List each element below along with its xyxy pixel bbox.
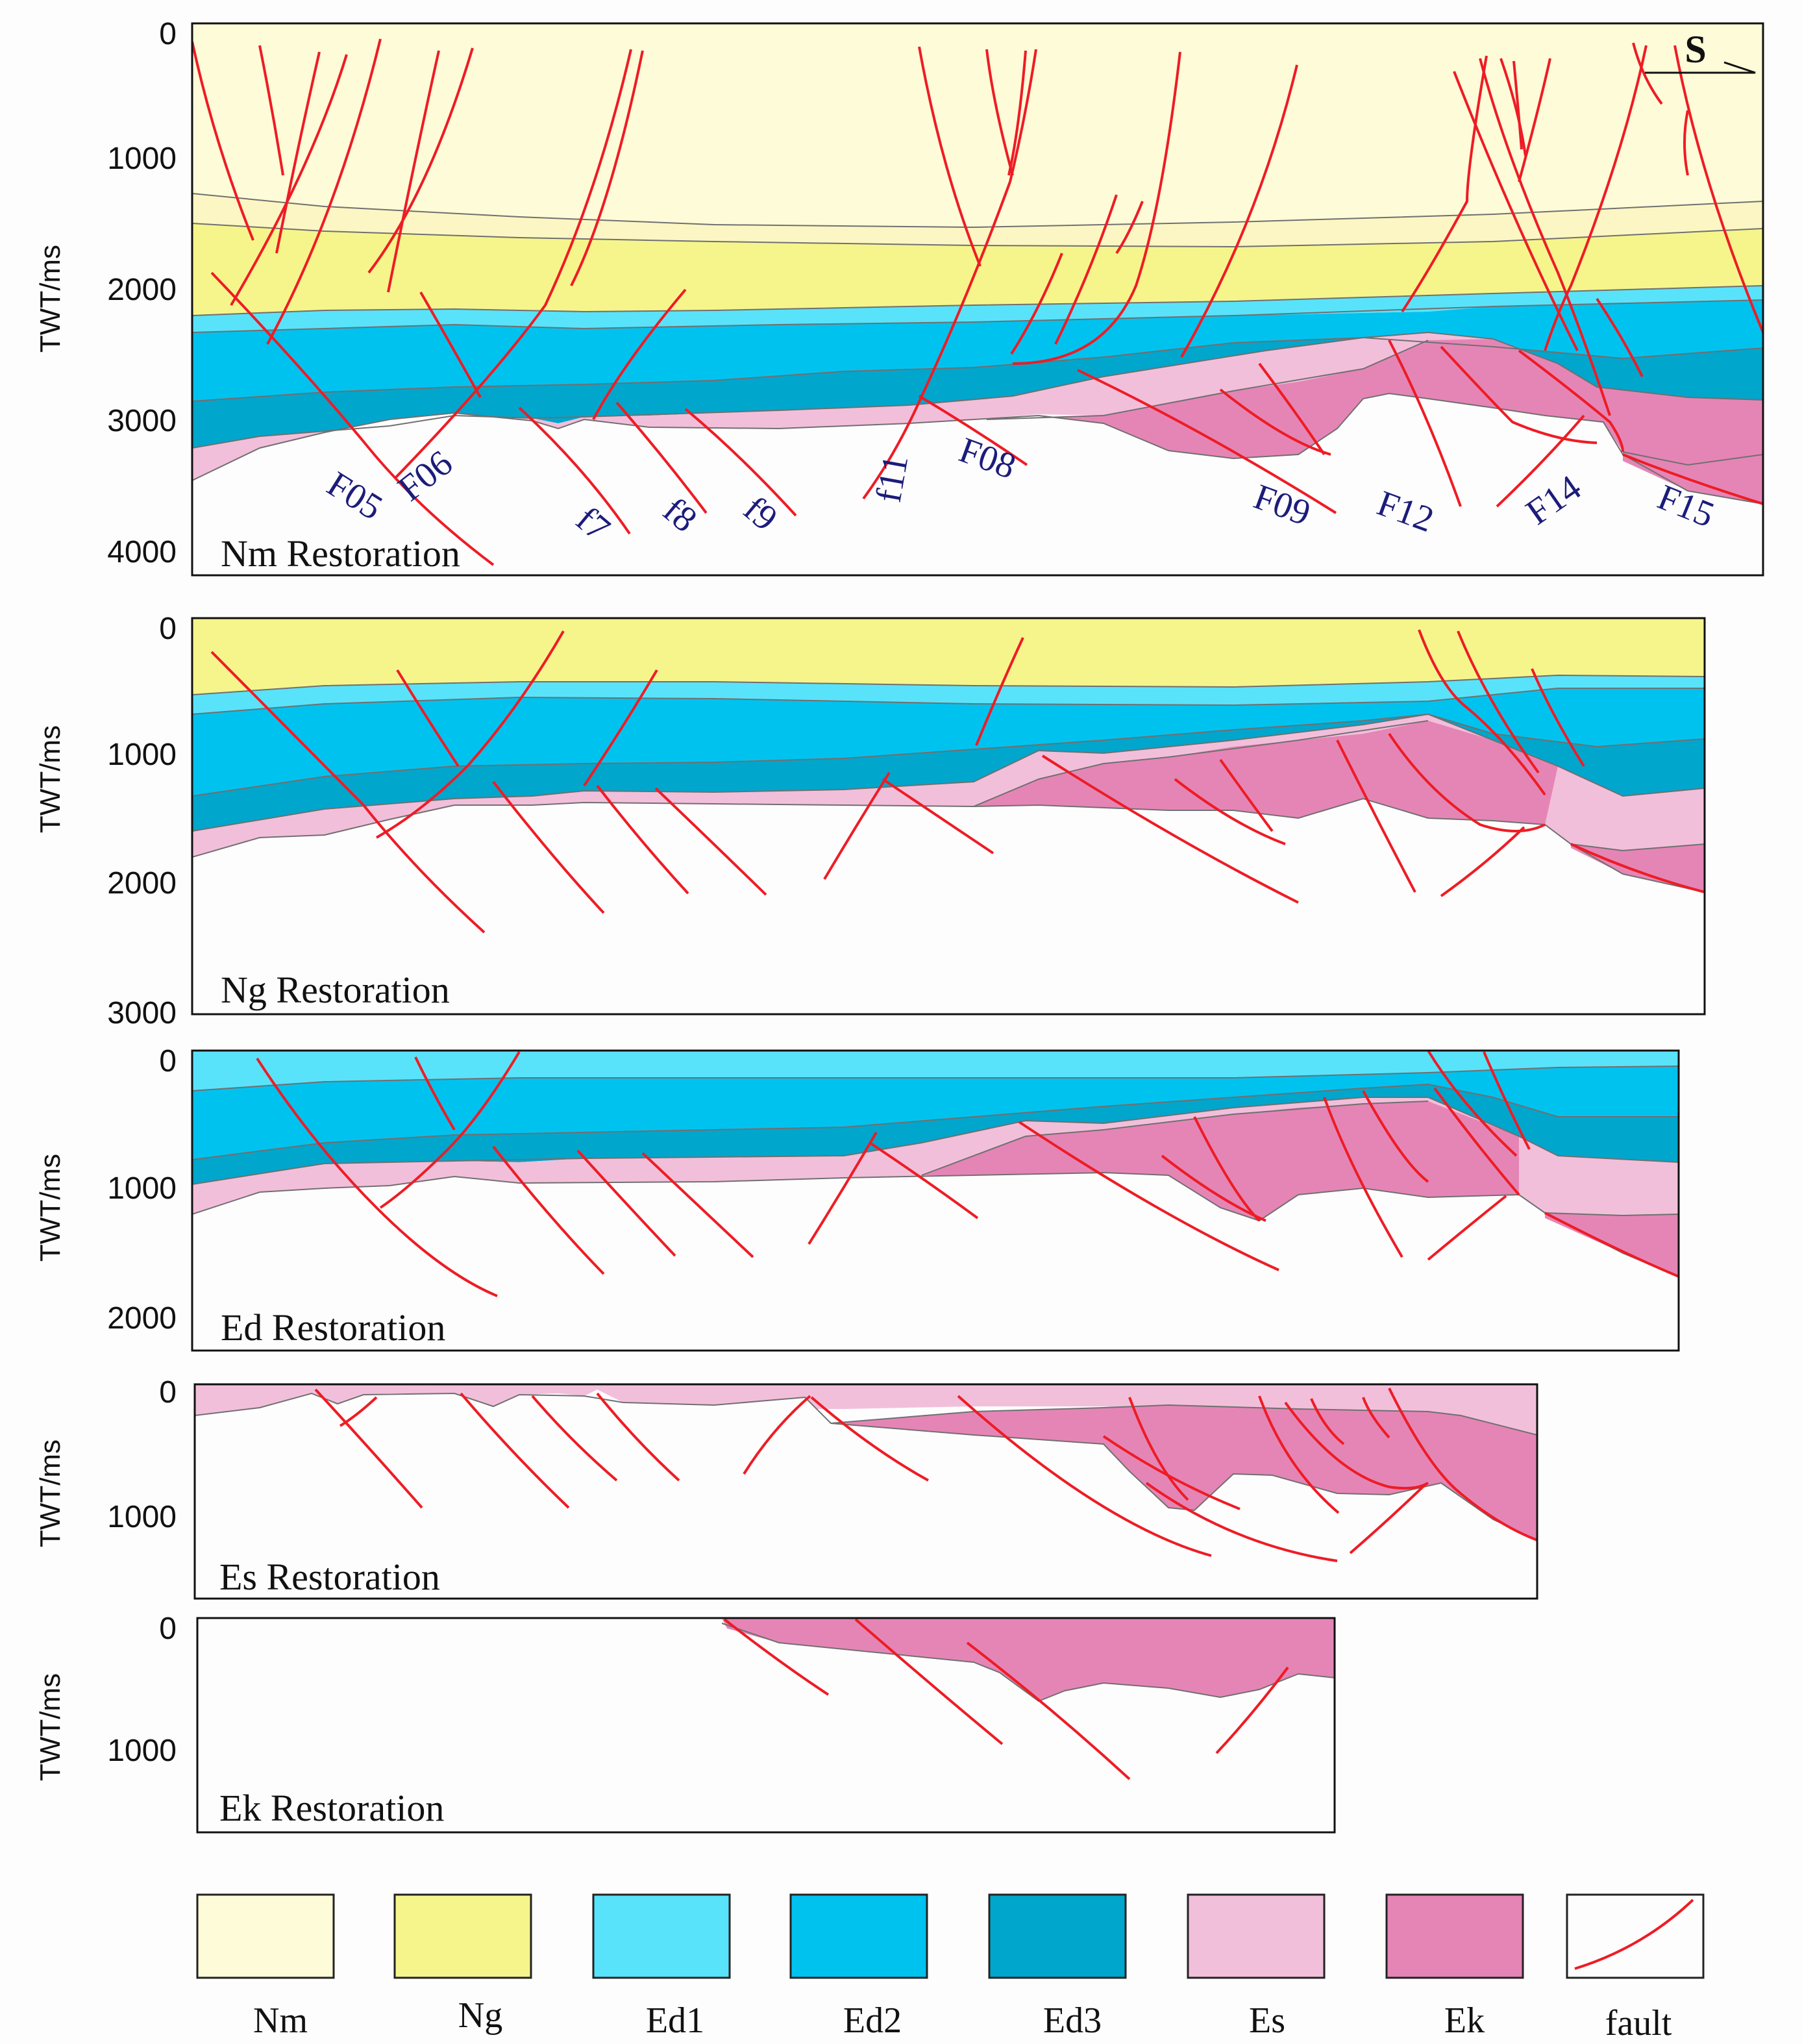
legend-label-ed1: Ed1: [646, 2000, 704, 2041]
legend-swatch-nm: [196, 1893, 335, 1979]
basement: [192, 393, 1763, 575]
legend-swatch-ed3: [988, 1893, 1127, 1979]
panel-title: Ek Restoration: [219, 1787, 444, 1829]
fault-labels: F05 F06 f7 f8 f9 f11 F08 F09 F12 F14 F15: [320, 430, 1720, 549]
legend-item-ng: Ng: [393, 1893, 532, 2036]
legend-label-ed2: Ed2: [843, 2000, 902, 2041]
tick-label: 1000: [107, 1171, 177, 1206]
layer-ed3: [192, 332, 1763, 448]
legend-item-ed2: Ed2: [789, 1893, 928, 2041]
legend-label-ek: Ek: [1444, 2000, 1485, 2041]
layer-ed2: [192, 688, 1705, 796]
y-axis-label: TWT/ms: [34, 1673, 66, 1781]
panel-ek-restoration: TWT/ms 0 1000 Ek Restoration: [34, 1612, 1336, 1834]
legend-label-nm: Nm: [253, 2000, 308, 2041]
layer-ed1: [192, 286, 1763, 332]
faults: [192, 38, 1763, 566]
y-axis-label: TWT/ms: [34, 725, 66, 833]
layer-ed2: [192, 300, 1763, 401]
tick-label: 0: [159, 17, 177, 51]
legend-swatch-ed2: [789, 1893, 928, 1979]
layer-ed3: [192, 714, 1705, 831]
layer-ng: [192, 618, 1705, 695]
legend-label-fault: fault: [1605, 2003, 1672, 2043]
faults: [723, 1618, 1289, 1780]
panel-frame: [191, 617, 1706, 1016]
layer-ek-deep: [1623, 452, 1763, 504]
tick-label: 1000: [107, 142, 177, 176]
legend-item-nm: Nm: [196, 1893, 335, 2041]
legend-swatch-ek: [1385, 1893, 1524, 1979]
y-axis-label: TWT/ms: [34, 1440, 66, 1547]
panel-ng-restoration: TWT/ms 0 1000 2000 3000: [34, 612, 1706, 1030]
layer-ed2: [192, 1066, 1679, 1160]
layer-ek-deep: [1571, 844, 1705, 892]
layer-nm: [192, 23, 1763, 227]
north-arrow-label: S: [1685, 28, 1706, 71]
layer-ek: [722, 1618, 1335, 1701]
fault-line-icon: [1574, 1899, 1694, 1970]
tick-label: 0: [159, 1044, 177, 1078]
tick-label: 4000: [107, 535, 177, 569]
legend-item-ek: Ek: [1385, 1893, 1524, 2041]
panel-frame: [191, 1049, 1680, 1352]
tick-label: 2000: [107, 273, 177, 307]
legend-swatch-ng: [393, 1893, 532, 1979]
tick-label: 0: [159, 1375, 177, 1410]
layer-ek: [831, 1405, 1537, 1540]
north-arrow: S: [1645, 28, 1756, 74]
layer-ek: [974, 721, 1558, 825]
panel-es-restoration: TWT/ms 0 1000: [34, 1375, 1538, 1600]
panel-nm-restoration: TWT/ms 0 1000 2000 3000 4000: [34, 17, 1764, 577]
panel-frame: [193, 1383, 1538, 1600]
legend-item-es: Es: [1187, 1893, 1326, 2041]
legend-label-es: Es: [1249, 2000, 1285, 2041]
basement: [195, 1390, 1537, 1599]
legend-item-ed1: Ed1: [592, 1893, 731, 2041]
layer-ed1: [192, 1051, 1679, 1091]
tick-label: 0: [159, 612, 177, 646]
panel-title: Ed Restoration: [221, 1306, 445, 1349]
fault-label-f11: f11: [869, 452, 917, 505]
tick-label: 1000: [107, 1734, 177, 1768]
legend-label-ng: Ng: [458, 1995, 502, 2036]
panel-frame: [191, 22, 1764, 577]
panel-frame: [196, 1617, 1336, 1834]
basement: [192, 1173, 1679, 1351]
panel-title: Ng Restoration: [221, 969, 450, 1011]
legend-item-fault: fault: [1566, 1893, 1705, 2043]
tick-label: 3000: [107, 404, 177, 438]
faults: [256, 1051, 1679, 1297]
layer-ek: [922, 1101, 1519, 1221]
panel-title: Es Restoration: [219, 1556, 440, 1598]
y-axis-label: TWT/ms: [34, 1154, 66, 1262]
y-axis-label: TWT/ms: [34, 245, 66, 353]
tick-label: 0: [159, 1612, 177, 1646]
panel-title: Nm Restoration: [221, 532, 460, 575]
basement: [192, 799, 1705, 1014]
legend: Nm Ng Ed1 Ed2 Ed3 Es Ek fault: [196, 1893, 1705, 2043]
tick-label: 2000: [107, 1301, 177, 1336]
legend-swatch-es: [1187, 1893, 1326, 1979]
tick-label: 1000: [107, 738, 177, 772]
tick-label: 2000: [107, 866, 177, 901]
legend-item-ed3: Ed3: [988, 1893, 1127, 2041]
legend-swatch-ed1: [592, 1893, 731, 1979]
panel-ed-restoration: TWT/ms 0 1000 2000: [34, 1044, 1680, 1352]
tick-label: 3000: [107, 996, 177, 1030]
legend-label-ed3: Ed3: [1043, 2000, 1102, 2041]
faults: [314, 1388, 1537, 1562]
layer-nm-lower: [192, 193, 1763, 247]
tick-label: 1000: [107, 1500, 177, 1534]
faults: [210, 629, 1705, 934]
